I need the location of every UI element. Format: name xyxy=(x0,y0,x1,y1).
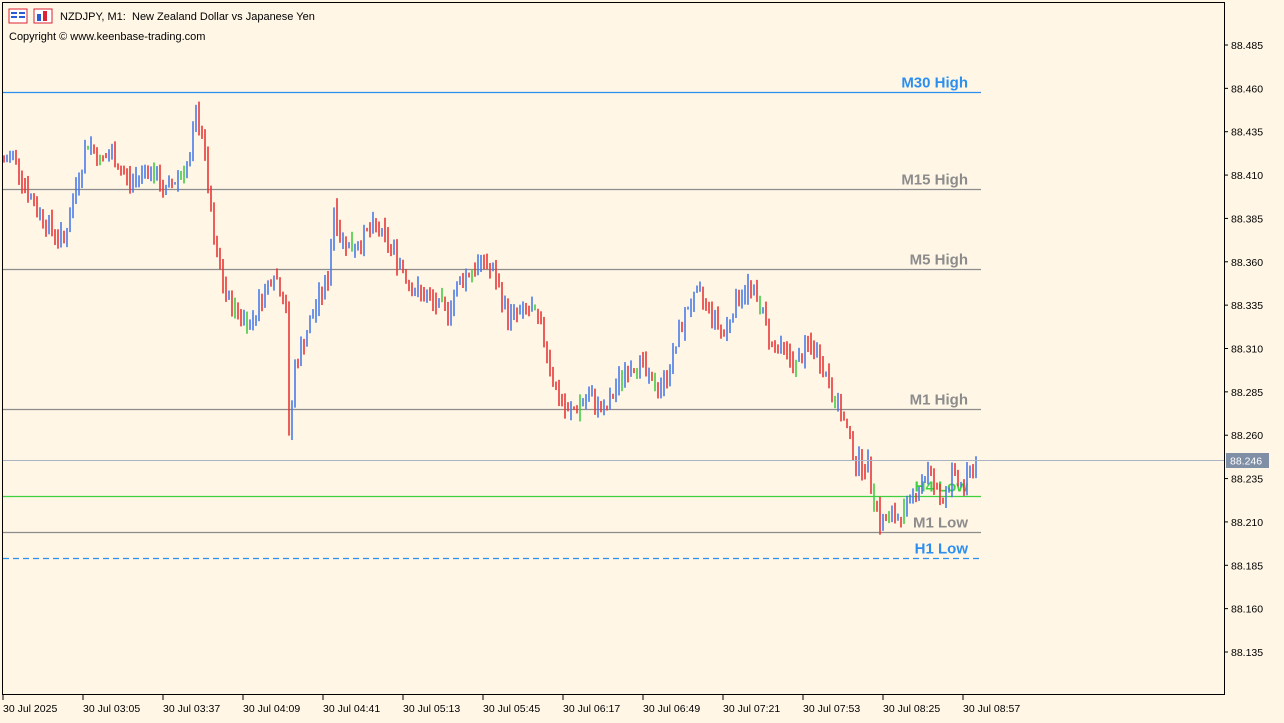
y-tick-label: 88.385 xyxy=(1231,213,1263,225)
x-tick-label: 30 Jul 03:37 xyxy=(163,703,220,715)
y-tick-label: 88.410 xyxy=(1231,170,1263,182)
current-price-label: 88.246 xyxy=(1230,456,1262,468)
y-tick-label: 88.360 xyxy=(1231,257,1263,269)
y-tick-label: 88.335 xyxy=(1231,300,1263,312)
x-tick-label: 30 Jul 05:45 xyxy=(483,703,540,715)
y-tick-label: 88.285 xyxy=(1231,387,1263,399)
x-tick-label: 30 Jul 03:05 xyxy=(83,703,140,715)
x-tick-label: 30 Jul 08:57 xyxy=(963,703,1020,715)
y-tick-label: 88.435 xyxy=(1231,127,1263,139)
copyright-text: Copyright © www.keenbase-trading.com xyxy=(9,31,205,43)
y-tick-label: 88.485 xyxy=(1231,40,1263,52)
level-label-h1-low: H1 Low xyxy=(915,541,969,558)
y-tick-label: 88.460 xyxy=(1231,83,1263,95)
y-tick-label: 88.135 xyxy=(1231,647,1263,659)
level-label-m1-high: M1 High xyxy=(910,392,968,409)
x-tick-label: 30 Jul 2025 xyxy=(3,703,57,715)
x-tick-label: 30 Jul 06:49 xyxy=(643,703,700,715)
x-tick-label: 30 Jul 08:25 xyxy=(883,703,940,715)
x-tick-label: 30 Jul 07:21 xyxy=(723,703,780,715)
symbol-title: NZDJPY, M1: xyxy=(60,11,126,23)
y-tick-label: 88.235 xyxy=(1231,474,1263,486)
level-label-m5-high: M5 High xyxy=(910,252,968,269)
y-tick-label: 88.185 xyxy=(1231,560,1263,572)
y-tick-label: 88.260 xyxy=(1231,430,1263,442)
symbol-description: New Zealand Dollar vs Japanese Yen xyxy=(132,11,315,23)
y-tick-label: 88.160 xyxy=(1231,604,1263,616)
x-tick-label: 30 Jul 06:17 xyxy=(563,703,620,715)
indicator-icon[interactable] xyxy=(33,8,53,24)
level-label-m15-high: M15 High xyxy=(901,172,968,189)
level-label-m1-low: M1 Low xyxy=(913,515,968,532)
x-tick-label: 30 Jul 07:53 xyxy=(803,703,860,715)
x-tick-label: 30 Jul 05:13 xyxy=(403,703,460,715)
y-tick-label: 88.210 xyxy=(1231,517,1263,529)
y-tick-label: 88.310 xyxy=(1231,344,1263,356)
level-label-m30-high: M30 High xyxy=(901,75,968,92)
x-tick-label: 30 Jul 04:41 xyxy=(323,703,380,715)
chart-properties-icon[interactable] xyxy=(8,8,28,24)
x-tick-label: 30 Jul 04:09 xyxy=(243,703,300,715)
current-price-badge xyxy=(1226,453,1269,468)
